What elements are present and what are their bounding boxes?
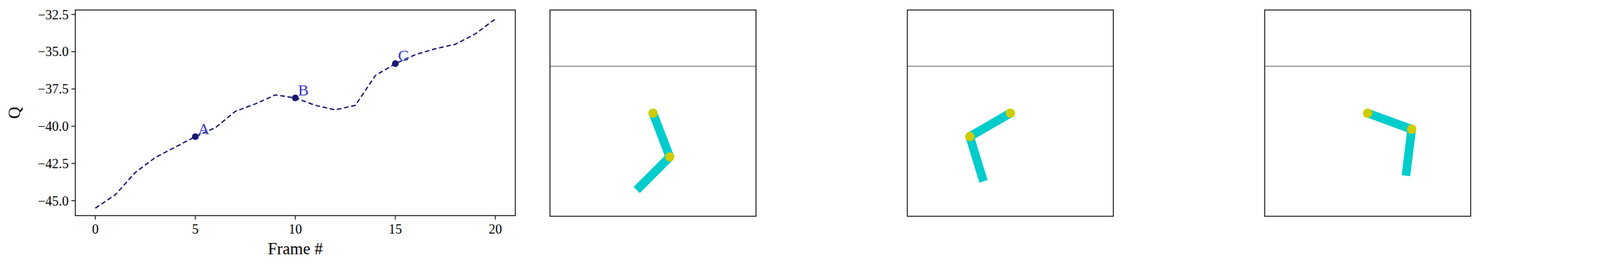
panel-frame	[550, 10, 756, 216]
link-2	[636, 156, 670, 190]
plot-frame	[75, 10, 516, 216]
y-tick	[71, 51, 76, 52]
canvas: 0 5 10 15 20 −45.0 −42.5 −40.0 −37.5 −35.0 −32.5 Fr…	[0, 0, 1600, 267]
link-2	[1406, 129, 1412, 176]
x-tick	[94, 215, 96, 220]
y-tick-label: −37.5	[38, 81, 69, 96]
panel-content	[1264, 66, 1471, 176]
joint	[1363, 108, 1373, 118]
panel-frame	[907, 10, 1114, 216]
y-tick-label: −42.5	[38, 156, 69, 171]
joint	[1406, 124, 1416, 134]
y-tick-label: −45.0	[38, 193, 69, 208]
link-1	[970, 113, 1011, 137]
figure: 0 5 10 15 20 −45.0 −42.5 −40.0 −37.5 −35.0 −32.5 Fr…	[0, 0, 1600, 267]
y-tick-label: −40.0	[38, 118, 69, 134]
target-line	[907, 66, 1114, 67]
y-tick	[71, 125, 76, 126]
y-tick	[71, 88, 76, 90]
x-tick	[194, 215, 196, 220]
link-1	[653, 113, 670, 158]
acrobot-panel	[907, 10, 1114, 216]
annotation-label: B	[298, 81, 309, 99]
link-2	[970, 136, 984, 182]
x-tick-label: 10	[288, 221, 302, 236]
target-line	[1264, 66, 1471, 67]
target-line	[550, 66, 756, 67]
y-tick-label: −35.0	[38, 44, 69, 59]
y-axis-label: Q	[5, 106, 24, 119]
acrobot-panel	[1264, 10, 1471, 216]
x-tick-label: 5	[192, 221, 199, 236]
x-tick	[494, 215, 496, 220]
panel-frame	[1264, 10, 1471, 216]
y-tick-label: −32.5	[38, 7, 69, 22]
joint	[1006, 108, 1016, 118]
y-tick	[71, 14, 76, 15]
x-tick-label: 20	[488, 221, 502, 236]
joint	[665, 152, 675, 162]
link-1	[1368, 113, 1412, 130]
x-tick-label: 15	[388, 221, 402, 236]
acrobot-panel	[550, 10, 756, 216]
annotation-label: A	[198, 120, 210, 138]
x-axis-label: Frame #	[268, 239, 324, 258]
plot-area	[95, 18, 496, 208]
joint	[965, 132, 975, 142]
x-tick	[294, 215, 296, 220]
annotation-label: C	[398, 46, 409, 64]
x-tick-label: 0	[92, 221, 99, 236]
x-tick	[394, 215, 396, 220]
panel-content	[550, 66, 756, 190]
y-tick	[71, 200, 76, 201]
q-line	[95, 18, 496, 208]
y-tick	[71, 162, 76, 164]
joint	[648, 108, 658, 118]
panel-content	[907, 66, 1114, 181]
